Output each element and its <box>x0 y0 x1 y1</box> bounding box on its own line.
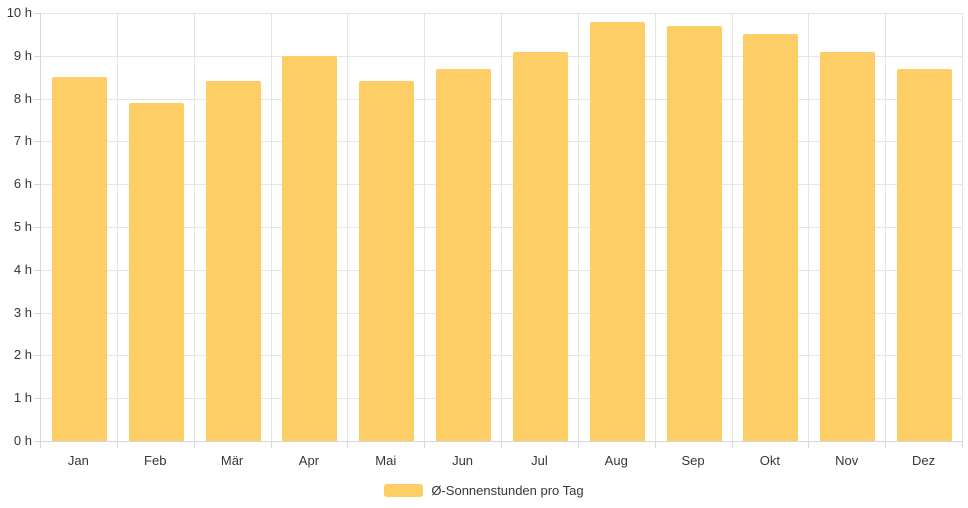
bar-jun[interactable] <box>436 68 492 441</box>
x-axis-label-jan: Jan <box>67 453 89 468</box>
gridline-vertical-9 <box>731 13 733 441</box>
y-axis-label-4h: 4 h <box>13 261 32 277</box>
y-axis-label-2h: 2 h <box>13 347 32 363</box>
bar-mär[interactable] <box>205 81 261 441</box>
x-axis-tick-8 <box>654 442 656 448</box>
y-axis-label-0h: 0 h <box>13 433 32 448</box>
y-axis-tick-0h <box>34 441 40 442</box>
x-axis-tick-1 <box>116 442 118 448</box>
x-axis-tick-4 <box>347 442 349 448</box>
x-axis-label-apr: Apr <box>298 453 320 468</box>
gridline-horizontal-7h <box>41 141 963 143</box>
bar-sep[interactable] <box>666 25 722 441</box>
gridline-horizontal-3h <box>41 312 963 314</box>
y-axis-label-3h: 3 h <box>13 304 32 320</box>
y-axis-tick-7h <box>34 141 40 143</box>
gridline-vertical-4 <box>347 13 349 441</box>
y-axis-label-9h: 9 h <box>13 47 32 63</box>
x-axis-label-dez: Dez <box>912 453 936 468</box>
x-axis-label-jul: Jul <box>531 453 548 468</box>
y-axis-tick-4h <box>34 269 40 271</box>
bar-apr[interactable] <box>282 55 338 441</box>
x-axis-tick-10 <box>808 442 810 448</box>
x-axis-tick-11 <box>885 442 887 448</box>
gridline-horizontal-8h <box>41 98 963 100</box>
x-axis-tick-12 <box>962 442 963 448</box>
y-axis-tick-10h <box>34 13 40 14</box>
gridline-horizontal-1h <box>41 398 963 400</box>
gridline-horizontal-4h <box>41 269 963 271</box>
y-axis-label-5h: 5 h <box>13 219 32 234</box>
x-axis-tick-2 <box>193 442 195 448</box>
legend-swatch-icon <box>384 484 424 497</box>
gridline-vertical-8 <box>654 13 656 441</box>
x-axis-label-okt: Okt <box>759 453 781 468</box>
y-axis-label-8h: 8 h <box>13 90 32 106</box>
x-axis-tick-6 <box>501 442 502 448</box>
x-axis-label-mai: Mai <box>375 453 397 468</box>
gridline-vertical-6 <box>501 13 502 441</box>
gridline-horizontal-5h <box>41 227 963 228</box>
gridline-vertical-12 <box>962 13 963 441</box>
plot-area <box>40 13 963 442</box>
gridline-vertical-3 <box>270 13 272 441</box>
y-axis-tick-9h <box>34 55 40 57</box>
gridline-horizontal-2h <box>41 355 963 357</box>
y-axis-tick-6h <box>34 184 40 186</box>
bar-nov[interactable] <box>820 51 876 441</box>
bar-mai[interactable] <box>359 81 415 441</box>
gridline-vertical-10 <box>808 13 810 441</box>
gridline-vertical-1 <box>116 13 118 441</box>
bar-jul[interactable] <box>512 51 568 441</box>
y-axis-label-1h: 1 h <box>13 390 32 406</box>
y-axis-tick-1h <box>34 398 40 400</box>
y-axis-tick-2h <box>34 355 40 357</box>
legend-item[interactable]: Ø-Sonnenstunden pro Tag <box>0 482 968 499</box>
x-axis-tick-5 <box>424 442 426 448</box>
bar-jan[interactable] <box>51 77 107 441</box>
gridline-vertical-5 <box>424 13 426 441</box>
gridline-vertical-7 <box>577 13 579 441</box>
x-axis-label-nov: Nov <box>835 453 859 468</box>
bar-feb[interactable] <box>128 102 184 441</box>
y-axis-tick-8h <box>34 98 40 100</box>
y-axis-label-7h: 7 h <box>13 133 32 149</box>
bar-dez[interactable] <box>897 68 953 441</box>
x-axis-tick-9 <box>731 442 733 448</box>
y-axis-label-6h: 6 h <box>13 176 32 192</box>
x-axis-label-jun: Jun <box>452 453 474 468</box>
x-axis-label-feb: Feb <box>144 453 167 468</box>
gridline-vertical-2 <box>193 13 195 441</box>
gridline-vertical-11 <box>885 13 887 441</box>
x-axis-tick-7 <box>577 442 579 448</box>
y-axis-tick-3h <box>34 312 40 314</box>
x-axis-label-aug: Aug <box>604 453 628 468</box>
bar-aug[interactable] <box>589 21 645 441</box>
x-axis-tick-0 <box>40 442 41 448</box>
x-axis-tick-3 <box>270 442 272 448</box>
gridline-horizontal-6h <box>41 184 963 186</box>
y-axis-tick-5h <box>34 227 40 228</box>
y-axis-label-10h: 10 h <box>6 5 32 20</box>
gridline-horizontal-9h <box>41 55 963 57</box>
bar-okt[interactable] <box>743 34 799 441</box>
x-axis-label-sep: Sep <box>681 453 705 468</box>
gridline-horizontal-10h <box>41 13 963 14</box>
legend-label: Ø-Sonnenstunden pro Tag <box>431 482 584 498</box>
x-axis-label-mär: Mär <box>220 453 244 468</box>
